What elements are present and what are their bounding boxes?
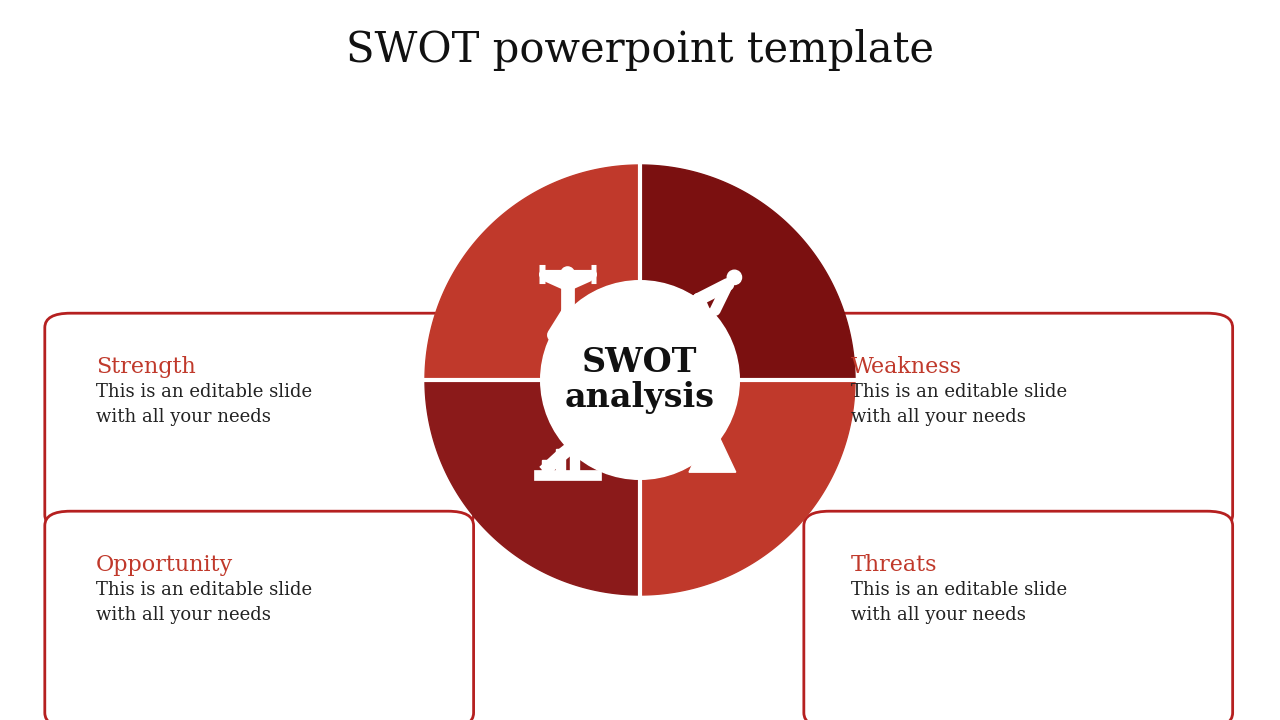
Bar (541, 460, 552, 475)
Text: This is an editable slide
with all your needs: This is an editable slide with all your … (96, 581, 312, 624)
Bar (556, 449, 566, 475)
Text: Weakness: Weakness (851, 356, 963, 379)
FancyBboxPatch shape (804, 511, 1233, 720)
Polygon shape (640, 165, 855, 380)
Text: Strength: Strength (96, 356, 196, 379)
Text: Opportunity: Opportunity (96, 554, 233, 577)
Text: Threats: Threats (851, 554, 938, 577)
Circle shape (727, 270, 741, 284)
Circle shape (561, 267, 575, 280)
Text: This is an editable slide
with all your needs: This is an editable slide with all your … (851, 383, 1068, 426)
Text: This is an editable slide
with all your needs: This is an editable slide with all your … (851, 581, 1068, 624)
Text: SWOT powerpoint template: SWOT powerpoint template (346, 29, 934, 71)
Text: This is an editable slide
with all your needs: This is an editable slide with all your … (96, 383, 312, 426)
Text: analysis: analysis (564, 382, 716, 415)
Bar (570, 438, 579, 475)
Polygon shape (689, 423, 736, 472)
FancyBboxPatch shape (45, 511, 474, 720)
Polygon shape (640, 380, 855, 595)
Circle shape (709, 461, 717, 468)
Text: SWOT: SWOT (582, 346, 698, 379)
Polygon shape (425, 380, 640, 595)
Circle shape (540, 280, 740, 480)
FancyBboxPatch shape (804, 313, 1233, 529)
FancyBboxPatch shape (45, 313, 474, 529)
Polygon shape (425, 165, 640, 380)
